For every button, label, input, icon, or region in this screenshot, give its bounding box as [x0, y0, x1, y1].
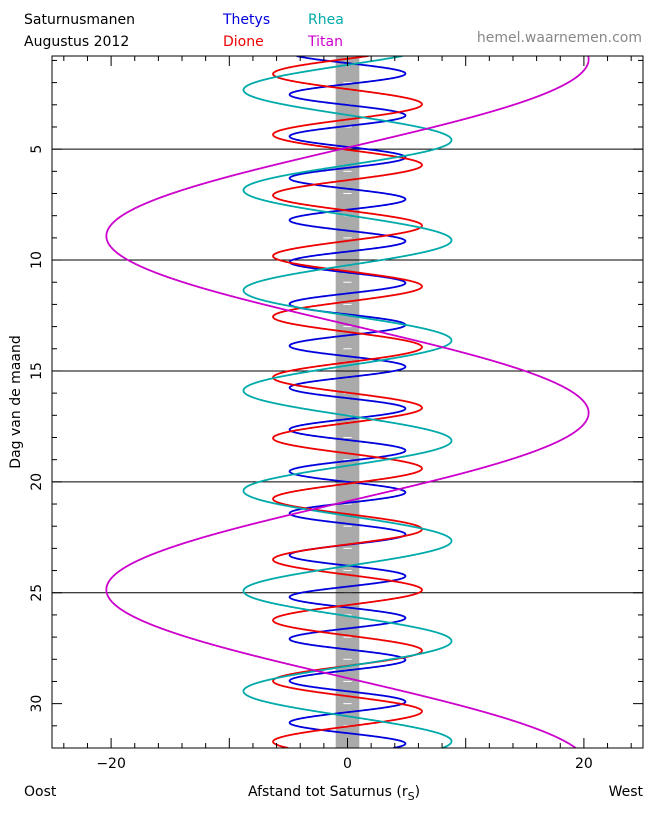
series-line-dione	[272, 56, 423, 748]
axis-tick-labels: −20 0 20 5 10 15 20 25 30	[29, 145, 593, 772]
y-tick-label: 5	[29, 145, 45, 154]
x-tick-label: −20	[96, 756, 126, 772]
y-tick-label: 25	[29, 584, 45, 602]
x-tick-label: 0	[343, 756, 352, 772]
chart-subtitle: Augustus 2012	[24, 34, 129, 50]
plot-area	[52, 56, 643, 749]
series-line-thetys	[288, 56, 407, 748]
footer-west-label: West	[609, 784, 644, 800]
chart-title: Saturnusmanen	[24, 12, 135, 28]
y-axis-label: Dag van de maand	[8, 335, 24, 468]
y-tick-label: 30	[29, 695, 45, 713]
legend-rhea: Rhea	[308, 12, 344, 28]
y-tick-label: 15	[29, 362, 45, 380]
footer-east-label: Oost	[24, 784, 57, 800]
legend-titan: Titan	[307, 34, 343, 50]
series-line-rhea	[242, 56, 453, 748]
moon-orbit-curves	[105, 56, 590, 748]
y-tick-label: 20	[29, 473, 45, 491]
saturn-band	[335, 56, 360, 748]
y-tick-label: 10	[29, 251, 45, 269]
legend-thetys: Thetys	[222, 12, 270, 28]
x-axis-label: Afstand tot Saturnus (rS)	[248, 784, 420, 803]
series-line-titan	[105, 56, 590, 748]
legend-dione: Dione	[223, 34, 264, 50]
site-name: hemel.waarnemen.com	[477, 30, 642, 46]
x-tick-label: 20	[575, 756, 593, 772]
axis-ticks	[52, 56, 643, 749]
